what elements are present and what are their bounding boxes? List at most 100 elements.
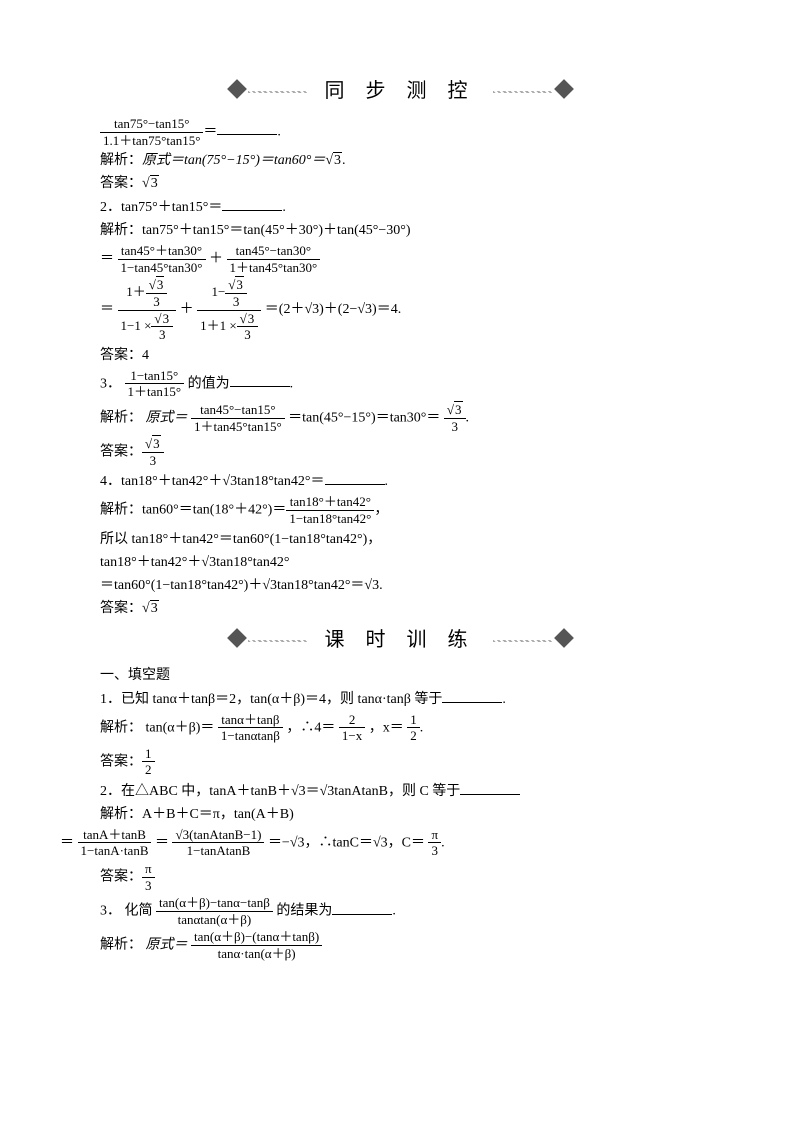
q1-num: tan75°−tan15° [100, 116, 203, 133]
p1-q: 已知 tanα＋tanβ＝2，tan(α＋β)＝4，则 tanα·tanβ 等于 [121, 692, 442, 707]
q3-ans-label: 答案： [100, 444, 142, 459]
blank [460, 780, 520, 795]
p1-number: 1． [100, 692, 121, 707]
q3-n: 1−tan15° [125, 368, 185, 385]
q3-fn: tan45°−tan15° [191, 402, 285, 419]
q3-ad: 3 [142, 453, 164, 469]
q2-expr: tan75°＋tan15°＝ [121, 200, 222, 215]
q2-nl: 1＋ [126, 284, 146, 299]
p2-s1: A＋B＋C＝π，tan(A＋B) [142, 807, 294, 822]
q2-f1d: 1−tan45°tan30° [118, 260, 206, 276]
q2-res: ＝(2＋√3)＋(2−√3)＝4. [265, 302, 401, 317]
p2-fLd: 1−tanA·tanB [78, 843, 152, 859]
q3-sol-label: 解析： [100, 410, 142, 425]
q2-f2d: 1＋tan45°tan30° [227, 260, 321, 276]
p3-fd: tanαtan(α＋β) [156, 912, 273, 928]
p3-sn: tan(α＋β)−(tanα＋tanβ) [191, 929, 322, 946]
blank [325, 470, 385, 485]
q2-f1n: tan45°＋tan30° [118, 243, 206, 260]
p1-f2n: 2 [339, 712, 365, 729]
banner-sync-text: 同 步 测 控 [325, 76, 476, 106]
blank [442, 688, 502, 703]
q1-number: 1. [103, 133, 113, 148]
q2-sol-label: 解析： [100, 223, 142, 238]
p3-tail: 的结果为 [276, 904, 332, 919]
p1-f3d: 2 [407, 728, 420, 744]
q4-s1a: tan60°＝tan(18°＋42°)＝ [142, 503, 286, 518]
blank [222, 196, 282, 211]
p2-ad: 3 [142, 878, 155, 894]
p3-spre: 原式＝ [146, 938, 188, 953]
p2-fRd: 1−tanAtanB [172, 843, 264, 859]
q1-sol-label: 解析： [100, 153, 142, 168]
p1-f2d: 1−x [339, 728, 365, 744]
q3-number: 3． [100, 376, 121, 391]
blank [230, 372, 290, 387]
p1-fn: tanα＋tanβ [218, 712, 283, 729]
d3: 3 [225, 294, 247, 310]
q4-ans-label: 答案： [100, 601, 142, 616]
p2-an: π [142, 861, 155, 878]
q3-fd: 1＋tan45°tan15° [191, 419, 285, 435]
blank [217, 120, 277, 135]
p2-sol-label: 解析： [100, 807, 142, 822]
q3-d: 1＋tan15° [125, 384, 185, 400]
p1-fd: 1−tanαtanβ [218, 728, 283, 744]
blank [332, 900, 392, 915]
q4-s1n: tan18°＋tan42° [286, 494, 374, 511]
q2-d1: 1−1 × [121, 318, 152, 333]
q4-s1d: 1−tan18°tan42° [286, 511, 374, 527]
p1-ans-label: 答案： [100, 754, 142, 769]
plus: ＋ [209, 252, 223, 267]
q2-sol1: tan75°＋tan15°＝tan(45°＋30°)＋tan(45°−30°) [142, 223, 411, 238]
p2-rd: 3 [428, 843, 441, 859]
q3-pre: 原式＝ [146, 410, 188, 425]
q4-expr: tan18°＋tan42°＋√3tan18°tan42°＝ [121, 474, 325, 489]
p1-an: 1 [142, 746, 155, 763]
q4-ans: 3 [150, 600, 159, 616]
q1-sol: 原式＝tan(75°−15°)＝tan60°＝ [142, 153, 325, 168]
q3-rd: 3 [444, 419, 466, 435]
q3-mid: ＝tan(45°−15°)＝tan30°＝ [288, 410, 440, 425]
q1: tan75°−tan15°1.1＋tan75°tan15°＝. [100, 116, 700, 148]
r3: 3 [156, 276, 165, 292]
r3: 3 [162, 310, 171, 326]
p2-fRn: √3(tanAtanB−1) [172, 827, 264, 844]
banner-train-text: 课 时 训 练 [325, 625, 476, 655]
q4-s4: ＝tan60°(1−tan18°tan42°)＋√3tan18°tan42°＝√… [100, 575, 700, 596]
q1-ans-label: 答案： [100, 176, 142, 191]
banner-sync: 同 步 测 控 [100, 76, 700, 106]
eq: ＝ [60, 835, 74, 850]
p2-rn: π [428, 827, 441, 844]
d3: 3 [146, 294, 168, 310]
q3-an: 3 [152, 435, 161, 451]
eq: ＝ [100, 252, 114, 267]
q2-ans-label: 答案： [100, 348, 142, 363]
q4-number: 4． [100, 474, 121, 489]
q3-tail: 的值为 [188, 376, 230, 391]
eq: ＝ [100, 302, 114, 317]
d3: 3 [237, 327, 259, 343]
p2-fLn: tanA＋tanB [78, 827, 152, 844]
eq: ＝ [155, 835, 169, 850]
r3: 3 [247, 310, 256, 326]
q1-den: 1＋tan75°tan15° [113, 133, 201, 148]
p3-pre: 化简 [125, 904, 153, 919]
q2-d2: 1＋1 × [200, 318, 237, 333]
q4-s2: 所以 tan18°＋tan42°＝tan60°(1−tan18°tan42°)， [100, 529, 700, 550]
q1-root: 3 [333, 152, 342, 168]
p3-sol-label: 解析： [100, 938, 142, 953]
q4-sol-label: 解析： [100, 503, 142, 518]
q1-ans: 3 [150, 175, 159, 191]
p3-sd: tanα·tan(α＋β) [191, 946, 322, 962]
p1-sol-label: 解析： [100, 720, 142, 735]
q4-s3: tan18°＋tan42°＋√3tan18°tan42° [100, 552, 700, 573]
p3-number: 3． [100, 904, 121, 919]
p2-tail: ＝−√3，∴tanC＝√3，C＝ [268, 835, 425, 850]
r3: 3 [235, 276, 244, 292]
section-a: 一、填空题 [100, 665, 700, 686]
q1-eq: ＝ [203, 124, 217, 139]
p1-pre: tan(α＋β)＝ [146, 720, 215, 735]
q2-nr: 1− [211, 284, 225, 299]
p2-ans-label: 答案： [100, 869, 142, 884]
